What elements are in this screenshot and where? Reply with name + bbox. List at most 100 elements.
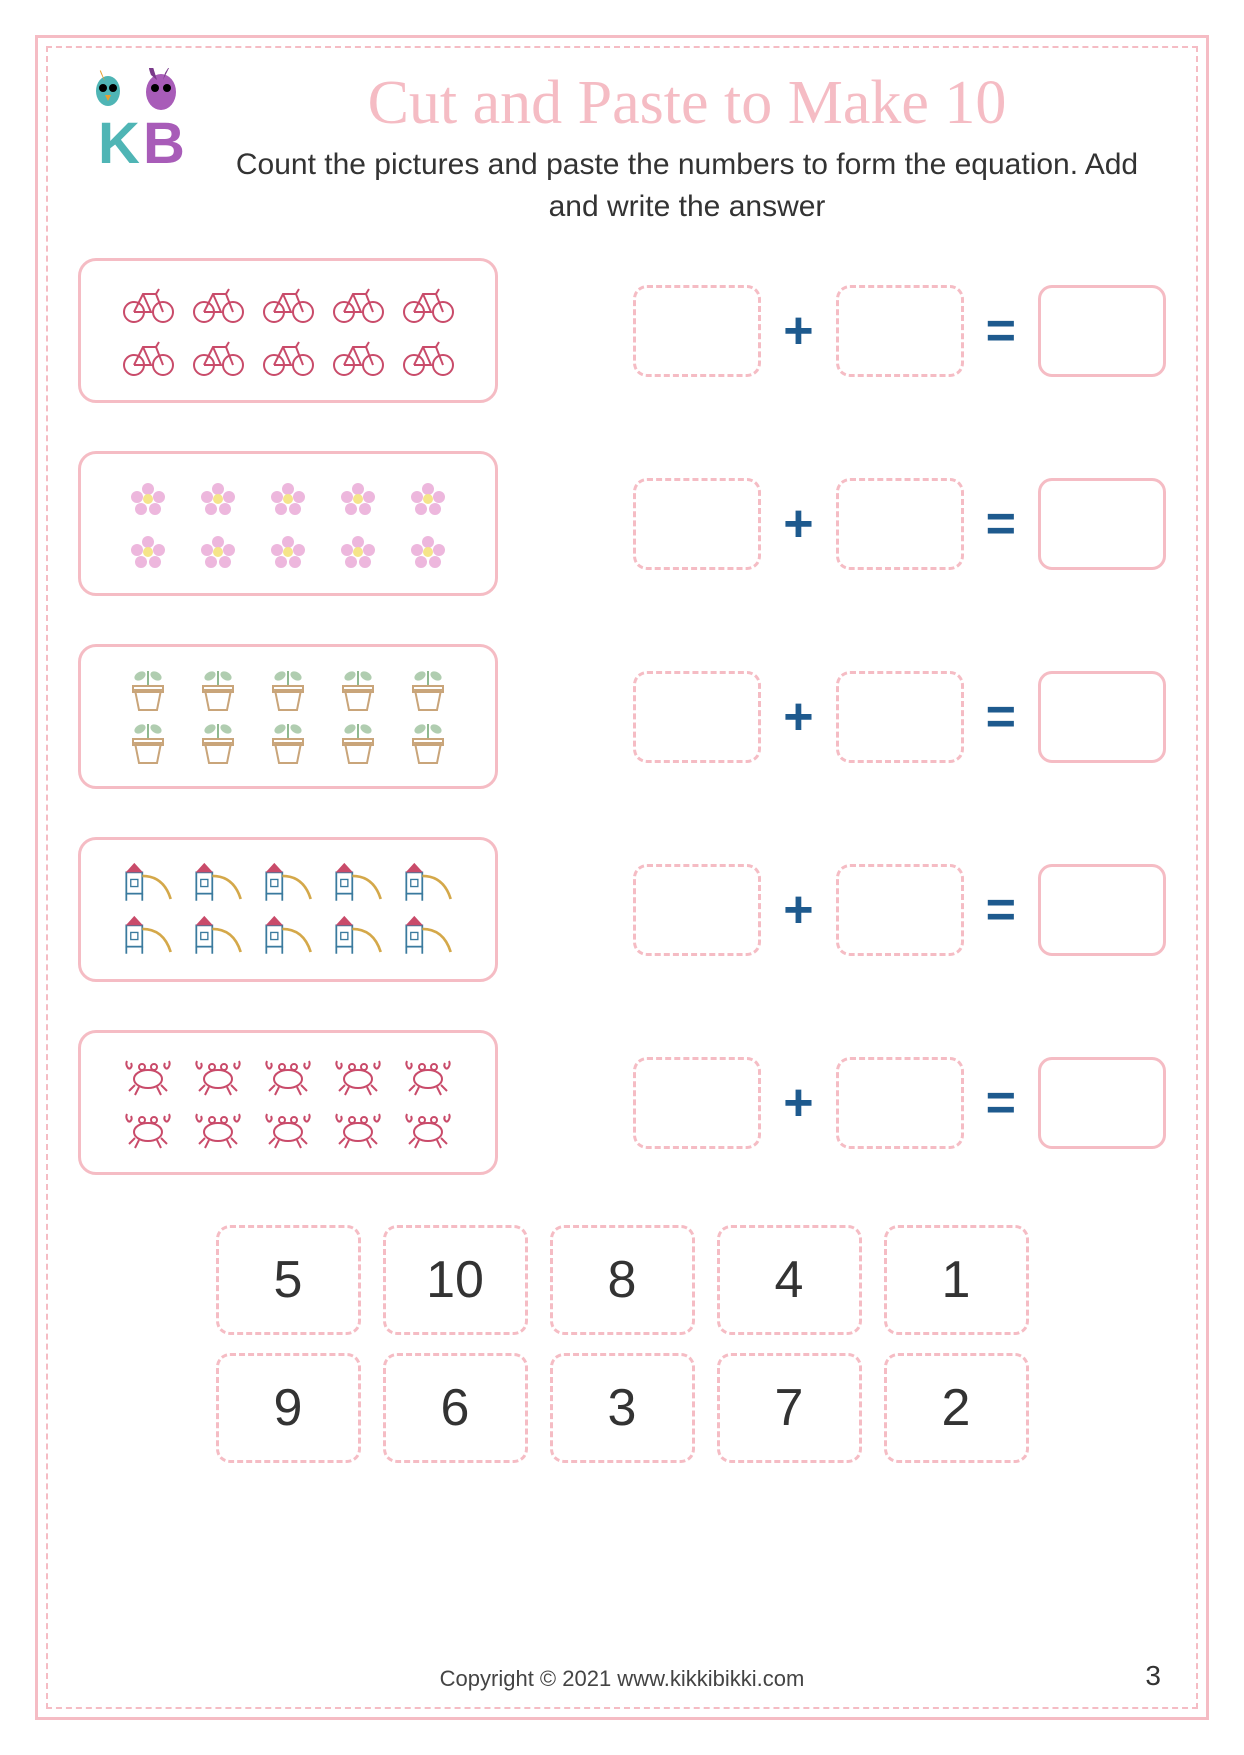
crab-icon xyxy=(261,1107,316,1152)
bicycle-icon xyxy=(121,335,176,380)
plus-operator: + xyxy=(783,687,813,747)
equals-operator: = xyxy=(986,301,1016,361)
number-card[interactable]: 2 xyxy=(884,1353,1029,1463)
picture-box xyxy=(78,451,498,596)
icon-row xyxy=(121,1054,456,1099)
playground-icon xyxy=(121,914,176,959)
icon-row xyxy=(121,282,456,327)
footer-copyright: Copyright © 2021 www.kikkibikki.com xyxy=(48,1666,1196,1692)
card-row-2: 96372 xyxy=(216,1353,1029,1463)
addend-box-1[interactable] xyxy=(633,478,761,570)
bicycle-icon xyxy=(121,282,176,327)
addend-box-2[interactable] xyxy=(836,671,964,763)
number-card[interactable]: 4 xyxy=(717,1225,862,1335)
logo-kb: K B xyxy=(78,68,208,178)
plus-operator: + xyxy=(783,494,813,554)
flower-icon xyxy=(331,528,386,573)
plus-operator: + xyxy=(783,301,813,361)
problem-row-4: += xyxy=(78,837,1166,982)
answer-box[interactable] xyxy=(1038,285,1166,377)
addend-box-1[interactable] xyxy=(633,671,761,763)
answer-box[interactable] xyxy=(1038,864,1166,956)
crab-icon xyxy=(331,1054,386,1099)
plant-pot-icon xyxy=(191,721,246,766)
picture-box xyxy=(78,1030,498,1175)
icon-row xyxy=(121,668,456,713)
addend-box-1[interactable] xyxy=(633,864,761,956)
number-card[interactable]: 1 xyxy=(884,1225,1029,1335)
bicycle-icon xyxy=(401,335,456,380)
page-number: 3 xyxy=(1145,1660,1161,1692)
title-area: Cut and Paste to Make 10 Count the pictu… xyxy=(208,68,1166,228)
svg-text:K: K xyxy=(98,111,140,176)
plant-pot-icon xyxy=(121,721,176,766)
equation-area: += xyxy=(528,671,1166,763)
problem-row-1: += xyxy=(78,258,1166,403)
plus-operator: + xyxy=(783,880,813,940)
playground-icon xyxy=(121,861,176,906)
plant-pot-icon xyxy=(331,668,386,713)
problem-row-3: += xyxy=(78,644,1166,789)
addend-box-1[interactable] xyxy=(633,285,761,377)
bicycle-icon xyxy=(401,282,456,327)
bicycle-icon xyxy=(191,335,246,380)
number-card[interactable]: 7 xyxy=(717,1353,862,1463)
flower-icon xyxy=(401,528,456,573)
flower-icon xyxy=(191,475,246,520)
playground-icon xyxy=(261,914,316,959)
bicycle-icon xyxy=(331,335,386,380)
playground-icon xyxy=(191,914,246,959)
worksheet-title: Cut and Paste to Make 10 xyxy=(208,68,1166,139)
equals-operator: = xyxy=(986,494,1016,554)
number-card[interactable]: 3 xyxy=(550,1353,695,1463)
icon-row xyxy=(121,475,456,520)
instructions-text: Count the pictures and paste the numbers… xyxy=(208,144,1166,228)
bicycle-icon xyxy=(261,335,316,380)
bicycle-icon xyxy=(261,282,316,327)
answer-box[interactable] xyxy=(1038,1057,1166,1149)
flower-icon xyxy=(121,475,176,520)
flower-icon xyxy=(121,528,176,573)
plant-pot-icon xyxy=(401,668,456,713)
card-row-1: 510841 xyxy=(216,1225,1029,1335)
addend-box-1[interactable] xyxy=(633,1057,761,1149)
answer-box[interactable] xyxy=(1038,671,1166,763)
equals-operator: = xyxy=(986,880,1016,940)
addend-box-2[interactable] xyxy=(836,864,964,956)
crab-icon xyxy=(121,1107,176,1152)
flower-icon xyxy=(331,475,386,520)
playground-icon xyxy=(331,914,386,959)
number-card[interactable]: 9 xyxy=(216,1353,361,1463)
plant-pot-icon xyxy=(191,668,246,713)
bicycle-icon xyxy=(191,282,246,327)
addend-box-2[interactable] xyxy=(836,285,964,377)
playground-icon xyxy=(401,914,456,959)
number-card[interactable]: 8 xyxy=(550,1225,695,1335)
problems-container: +=+=+=+=+= xyxy=(78,258,1166,1175)
problem-row-5: += xyxy=(78,1030,1166,1175)
number-card[interactable]: 5 xyxy=(216,1225,361,1335)
picture-box xyxy=(78,644,498,789)
answer-box[interactable] xyxy=(1038,478,1166,570)
icon-row xyxy=(121,721,456,766)
playground-icon xyxy=(191,861,246,906)
icon-row xyxy=(121,914,456,959)
equation-area: += xyxy=(528,864,1166,956)
icon-row xyxy=(121,861,456,906)
addend-box-2[interactable] xyxy=(836,478,964,570)
addend-box-2[interactable] xyxy=(836,1057,964,1149)
number-card[interactable]: 10 xyxy=(383,1225,528,1335)
crab-icon xyxy=(261,1054,316,1099)
crab-icon xyxy=(191,1107,246,1152)
svg-text:B: B xyxy=(143,111,185,176)
crab-icon xyxy=(401,1107,456,1152)
picture-box xyxy=(78,258,498,403)
plant-pot-icon xyxy=(121,668,176,713)
icon-row xyxy=(121,335,456,380)
number-card[interactable]: 6 xyxy=(383,1353,528,1463)
flower-icon xyxy=(261,475,316,520)
plus-operator: + xyxy=(783,1073,813,1133)
picture-box xyxy=(78,837,498,982)
playground-icon xyxy=(261,861,316,906)
problem-row-2: += xyxy=(78,451,1166,596)
